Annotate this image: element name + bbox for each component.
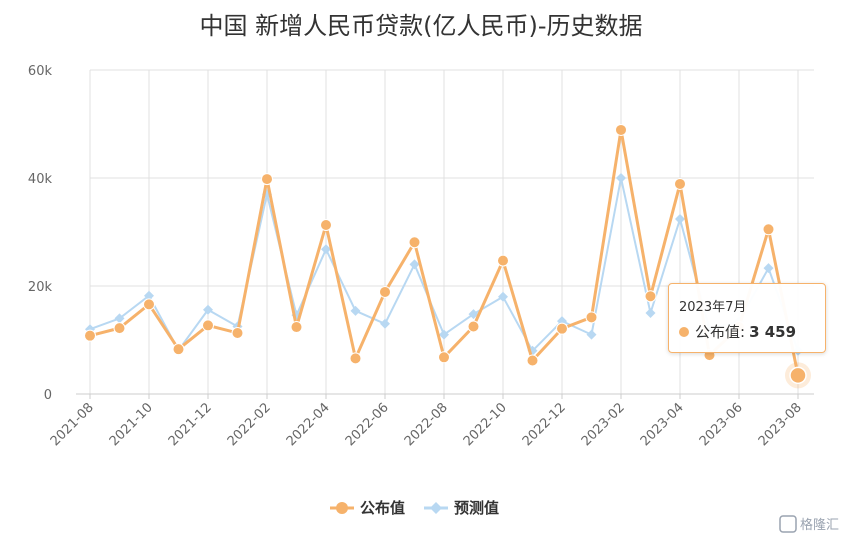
legend-label: 公布值 — [360, 499, 405, 517]
data-point-forecast — [350, 305, 361, 316]
data-point-forecast — [763, 263, 774, 274]
tooltip-dot-icon — [679, 326, 689, 337]
y-tick-label: 20k — [28, 280, 53, 295]
y-tick-label: 60k — [28, 64, 53, 79]
data-point-published — [674, 177, 686, 190]
data-point-published — [526, 354, 539, 367]
chart-title: 中国 新增人民币贷款(亿人民币)-历史数据 — [199, 12, 642, 40]
x-tick-label: 2023-04 — [638, 400, 687, 449]
data-point-forecast — [439, 329, 449, 340]
data-point-published — [202, 319, 214, 332]
data-point-published — [467, 320, 480, 333]
data-point-published — [762, 223, 775, 236]
tooltip-series-name: 公布值 — [695, 323, 741, 341]
data-point-published — [290, 321, 303, 334]
y-tick-label: 40k — [28, 172, 53, 187]
data-point-forecast — [645, 308, 656, 318]
x-tick-label: 2022-12 — [520, 400, 569, 449]
x-tick-label: 2021-08 — [48, 400, 97, 449]
data-point-published — [320, 218, 332, 231]
data-point-forecast — [203, 304, 213, 315]
data-point-forecast — [114, 313, 125, 324]
data-point-published — [231, 326, 244, 339]
x-tick-label: 2023-06 — [697, 400, 746, 449]
data-point-published — [585, 311, 598, 324]
x-tick-label: 2022-04 — [284, 400, 333, 449]
x-tick-label: 2021-12 — [166, 400, 215, 449]
x-tick-label: 2021-10 — [107, 400, 156, 449]
legend[interactable]: 公布值 预测值 — [330, 499, 499, 517]
data-point-forecast — [616, 173, 626, 183]
x-tick-label: 2022-10 — [461, 400, 510, 449]
y-tick-label: 0 — [44, 388, 52, 403]
legend-item-published[interactable]: 公布值 — [330, 499, 405, 517]
data-point-published — [143, 298, 155, 311]
legend-circle-icon — [336, 502, 348, 514]
tooltip-row: 公布值: 3 459 — [679, 321, 815, 342]
legend-item-forecast[interactable]: 预测值 — [424, 499, 499, 517]
grid — [89, 69, 814, 395]
data-point-forecast — [586, 329, 597, 340]
data-point-forecast — [409, 259, 420, 270]
x-tick-label: 2023-02 — [579, 400, 628, 449]
x-tick-label: 2022-02 — [225, 400, 274, 449]
legend-diamond-icon — [430, 502, 442, 514]
data-point-forecast — [675, 214, 685, 225]
data-point-published — [379, 285, 391, 298]
data-point-published — [615, 123, 627, 136]
watermark: 格隆汇 — [779, 515, 839, 533]
data-point-published — [261, 173, 273, 186]
data-point-forecast — [144, 290, 154, 301]
x-tick-label: 2022-06 — [343, 400, 392, 449]
tooltip-value: 3 459 — [749, 322, 797, 341]
hover-point — [789, 366, 807, 385]
data-point-forecast — [468, 309, 479, 320]
data-point-published — [84, 329, 96, 342]
data-point-forecast — [380, 318, 390, 329]
data-point-forecast — [321, 244, 331, 255]
data-point-published — [438, 351, 450, 364]
data-point-published — [556, 322, 568, 335]
data-point-published — [408, 236, 421, 249]
data-point-published — [113, 322, 126, 335]
legend-label: 预测值 — [454, 499, 499, 517]
tooltip-date: 2023年7月 — [679, 300, 747, 315]
data-point-published — [349, 352, 362, 365]
watermark-text: 格隆汇 — [800, 517, 839, 533]
x-tick-label: 2023-08 — [756, 400, 805, 449]
tooltip: 2023年7月 公布值: 3 459 — [668, 283, 826, 353]
data-point-published — [497, 254, 509, 267]
data-point-published — [644, 290, 657, 303]
data-point-forecast — [498, 291, 508, 302]
x-tick-label: 2022-08 — [402, 400, 451, 449]
watermark-logo-icon — [779, 515, 797, 533]
data-point-published — [172, 343, 185, 356]
